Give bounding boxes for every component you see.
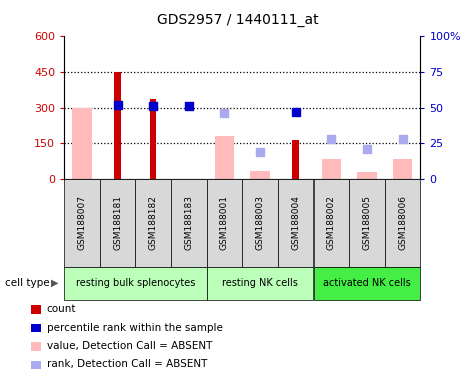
Point (149, 103, 157, 109)
Point (256, 149, 264, 155)
Bar (215, 136, 234, 179)
Bar (150, 99, 156, 179)
Text: activated NK cells: activated NK cells (323, 278, 411, 288)
Text: GSM188182: GSM188182 (149, 195, 158, 250)
Bar (72, 108, 92, 179)
Bar (393, 159, 412, 179)
Text: GSM188006: GSM188006 (398, 195, 407, 250)
Text: GSM188001: GSM188001 (220, 195, 229, 250)
Bar (322, 159, 341, 179)
Point (363, 146, 371, 152)
Text: resting bulk splenocytes: resting bulk splenocytes (76, 278, 195, 288)
Point (328, 136, 335, 142)
Bar (357, 172, 377, 179)
Point (399, 136, 407, 142)
Text: resting NK cells: resting NK cells (222, 278, 298, 288)
Text: GSM188004: GSM188004 (291, 195, 300, 250)
Text: value, Detection Call = ABSENT: value, Detection Call = ABSENT (47, 341, 212, 351)
Text: GSM188181: GSM188181 (113, 195, 122, 250)
Point (185, 103, 193, 109)
Point (292, 109, 299, 115)
Bar (293, 140, 299, 179)
Text: count: count (47, 304, 76, 314)
Bar (114, 72, 121, 179)
Text: GSM188183: GSM188183 (184, 195, 193, 250)
Bar (250, 172, 270, 179)
Text: GSM188007: GSM188007 (77, 195, 86, 250)
Text: GSM188003: GSM188003 (256, 195, 265, 250)
Point (220, 110, 228, 116)
Text: ▶: ▶ (51, 278, 58, 288)
Point (114, 102, 122, 108)
Text: GSM188002: GSM188002 (327, 195, 336, 250)
Text: GSM188005: GSM188005 (362, 195, 371, 250)
Text: rank, Detection Call = ABSENT: rank, Detection Call = ABSENT (47, 359, 207, 369)
Text: GDS2957 / 1440111_at: GDS2957 / 1440111_at (157, 13, 318, 27)
Text: percentile rank within the sample: percentile rank within the sample (47, 323, 222, 333)
Text: cell type: cell type (5, 278, 49, 288)
